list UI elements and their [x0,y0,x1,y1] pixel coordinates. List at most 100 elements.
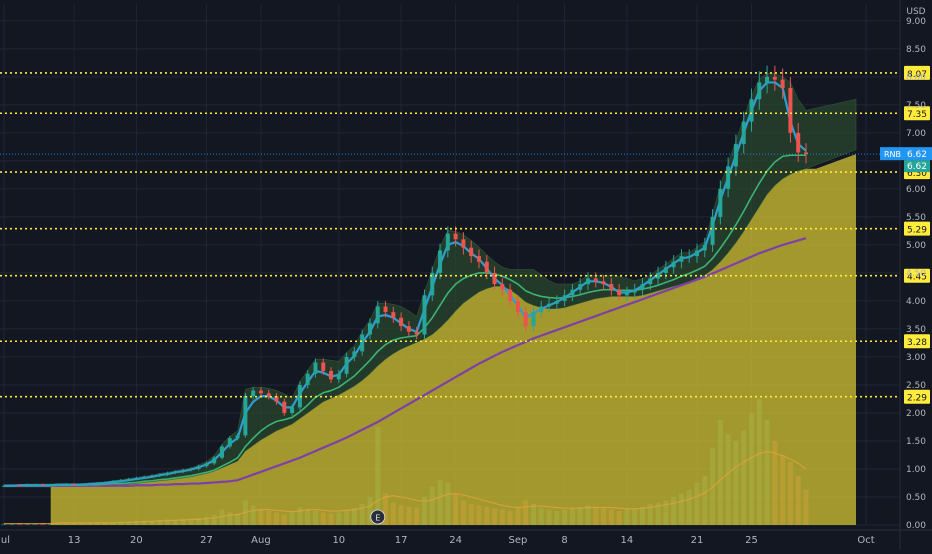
candlestick [469,240,474,263]
candlestick [718,180,723,225]
candle-body [282,401,287,413]
level-label-bg [904,389,930,404]
candlestick [438,243,443,280]
candlestick [399,312,404,332]
level-label-bg [904,268,930,283]
x-tick-label: 21 [691,535,704,546]
candlestick [515,295,520,318]
yellow-area [50,154,856,525]
candle-body [227,438,232,447]
x-tick-label: 20 [130,535,143,546]
candlestick [266,390,271,400]
volume-bar [9,523,15,525]
candle-body [804,152,808,155]
ema-slow-line [4,154,806,487]
candlestick [344,352,349,378]
candlestick [570,283,575,302]
y-tick-label: 8.00 [906,73,926,83]
level-label-bg [904,334,930,349]
candle-body [710,216,715,245]
candle-body [305,373,310,385]
candle-body [25,484,30,486]
y-tick-label: 3.00 [906,353,926,363]
candle-body [134,477,139,480]
candle-body [796,132,801,153]
candlestick [305,369,310,389]
candle-body [422,295,427,335]
candle-body [531,312,536,327]
level-label: 5.29 [907,226,927,236]
candlestick [251,387,256,400]
ma-label-bg [904,160,930,173]
candle-body [142,476,147,478]
candlestick [196,464,201,471]
candle-body [367,323,372,335]
y-tick-label: 1.00 [906,465,926,475]
candle-body [679,256,684,262]
candle-body [118,480,123,482]
candle-body [2,485,6,487]
level-label-bg [904,221,930,236]
candle-body [741,121,746,145]
candlestick [360,329,365,356]
volume-bar [32,523,38,525]
candlestick [702,237,707,258]
y-tick-label: 7.00 [906,129,926,139]
horizontal-levels[interactable]: 8.07 7.35 6.30 5.29 4.45 3.28 2.29 [0,65,930,404]
candlesticks[interactable] [2,65,808,487]
candlestick [804,143,808,164]
candlestick [601,275,606,291]
candlestick [461,232,466,255]
level-label-bg [904,106,930,121]
candlestick [671,255,676,274]
candle-body [266,393,271,397]
candlestick [290,404,295,416]
candle-body [126,479,131,481]
candlestick [508,283,513,307]
candle-body [383,306,388,313]
candlestick [212,456,217,465]
candlestick [165,471,170,476]
candlestick [547,298,552,312]
candle-body [609,284,614,290]
candle-body [648,278,653,285]
candle-body [632,289,637,293]
candlestick [181,468,186,474]
candle-body [547,303,552,307]
price-labels: RNB 6.62 6.62 [880,147,932,173]
level-label: 8.07 [907,70,927,80]
candlestick [562,289,567,307]
candlestick [352,346,357,362]
candle-body [212,457,217,464]
candle-body [726,166,731,189]
candle-body [344,356,349,374]
candle-body [196,466,201,469]
y-tick-label: 8.50 [906,45,926,55]
candle-body [671,261,676,268]
candlestick [111,480,116,484]
candle-body [95,482,100,484]
volume-bar [24,523,30,525]
candle-body [702,244,707,251]
candle-body [297,384,302,408]
candle-body [593,278,598,282]
candle-body [656,272,661,279]
candlestick [741,111,746,154]
candlestick [640,278,645,296]
y-tick-label: 5.00 [906,241,926,251]
y-tick-label: 9.00 [906,17,926,27]
candle-body [562,295,567,301]
x-tick-label: 24 [449,535,462,546]
x-tick-label: 14 [621,535,634,546]
candlestick [282,398,287,416]
sma-long-line [4,237,807,487]
candle-body [149,475,154,477]
candlestick [40,483,45,487]
candlestick [313,358,318,378]
candle-body [329,370,334,380]
candle-body [539,306,544,313]
candle-body [391,312,396,318]
